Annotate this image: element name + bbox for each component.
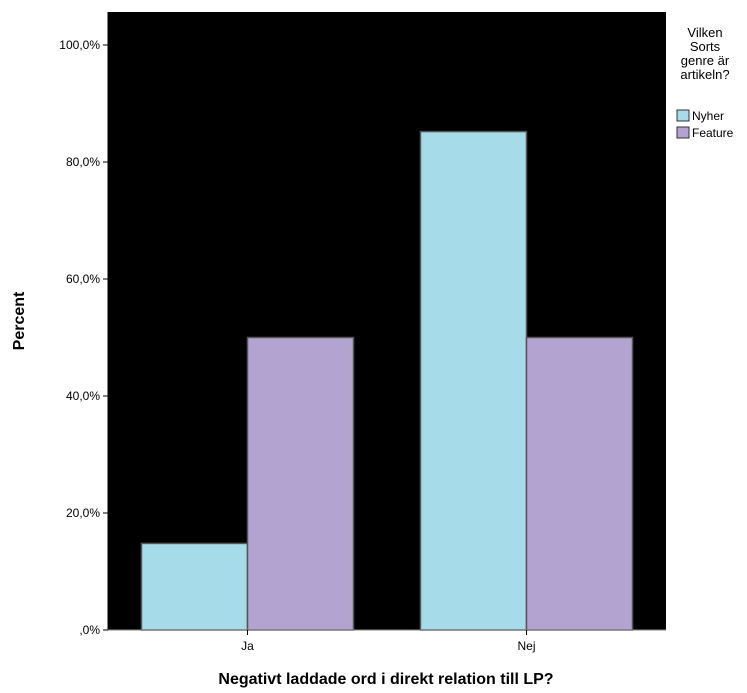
legend-title-line: artikeln? [680,67,729,82]
y-tick-label: 80,0% [66,155,100,169]
bar-feature-nej [525,336,634,631]
y-tick-label: 100,0% [59,38,100,52]
x-tick-label: Ja [241,639,254,653]
x-axis-title: Negativt laddade ord i direkt relation t… [218,671,553,688]
legend-title-line: Sorts [690,39,721,54]
bar-nyher-nej [419,130,528,631]
x-axis: Ja Nej [108,629,666,653]
legend-label-feature: Feature [692,126,734,140]
bar-feature-ja [246,336,355,631]
y-tick-label: 60,0% [66,272,100,286]
y-tick-label: 20,0% [66,506,100,520]
y-tick-label: 40,0% [66,389,100,403]
legend-title-line: Vilken [687,25,722,40]
bar-nyher-ja [140,542,249,631]
legend-label-nyher: Nyher [692,109,724,123]
y-axis: ,0% 20,0% 40,0% 60,0% 80,0% 100,0% [59,12,109,637]
y-tick-label: ,0% [79,623,100,637]
legend-swatch-nyher [676,109,690,122]
legend-title-line: genre är [681,53,730,68]
legend-swatch-feature [676,126,690,139]
x-tick-label: Nej [517,639,535,653]
bars-group [140,130,634,631]
y-axis-title: Percent [11,291,28,350]
